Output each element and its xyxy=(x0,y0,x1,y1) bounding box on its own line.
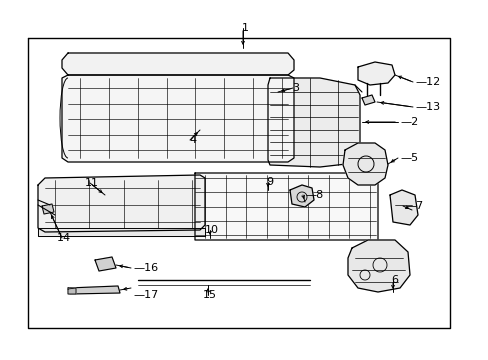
Polygon shape xyxy=(38,175,204,232)
Text: 6: 6 xyxy=(391,275,398,285)
Text: —7: —7 xyxy=(404,201,423,211)
Polygon shape xyxy=(62,53,293,75)
Text: 3: 3 xyxy=(292,83,299,93)
Polygon shape xyxy=(195,173,377,245)
Text: —8: —8 xyxy=(305,190,323,200)
Text: —12: —12 xyxy=(414,77,439,87)
Polygon shape xyxy=(68,288,76,294)
Polygon shape xyxy=(267,78,359,167)
Polygon shape xyxy=(62,75,293,162)
Polygon shape xyxy=(389,190,417,225)
Text: 1: 1 xyxy=(241,23,248,33)
Text: 15: 15 xyxy=(203,290,217,300)
Text: —17: —17 xyxy=(133,290,158,300)
Text: —2: —2 xyxy=(399,117,417,127)
Polygon shape xyxy=(95,257,116,271)
Polygon shape xyxy=(28,38,449,328)
Polygon shape xyxy=(361,95,374,105)
Text: —16: —16 xyxy=(133,263,158,273)
Polygon shape xyxy=(347,240,409,292)
Text: 10: 10 xyxy=(204,225,219,235)
Text: —13: —13 xyxy=(414,102,439,112)
Text: —5: —5 xyxy=(399,153,417,163)
Text: 14: 14 xyxy=(57,233,71,243)
Text: 4: 4 xyxy=(189,135,196,145)
Polygon shape xyxy=(38,228,204,236)
Text: 11: 11 xyxy=(85,178,99,188)
Polygon shape xyxy=(68,286,120,294)
Polygon shape xyxy=(357,62,394,85)
Text: 9: 9 xyxy=(266,177,273,187)
Polygon shape xyxy=(342,143,387,185)
Polygon shape xyxy=(42,204,54,214)
Polygon shape xyxy=(289,185,313,207)
